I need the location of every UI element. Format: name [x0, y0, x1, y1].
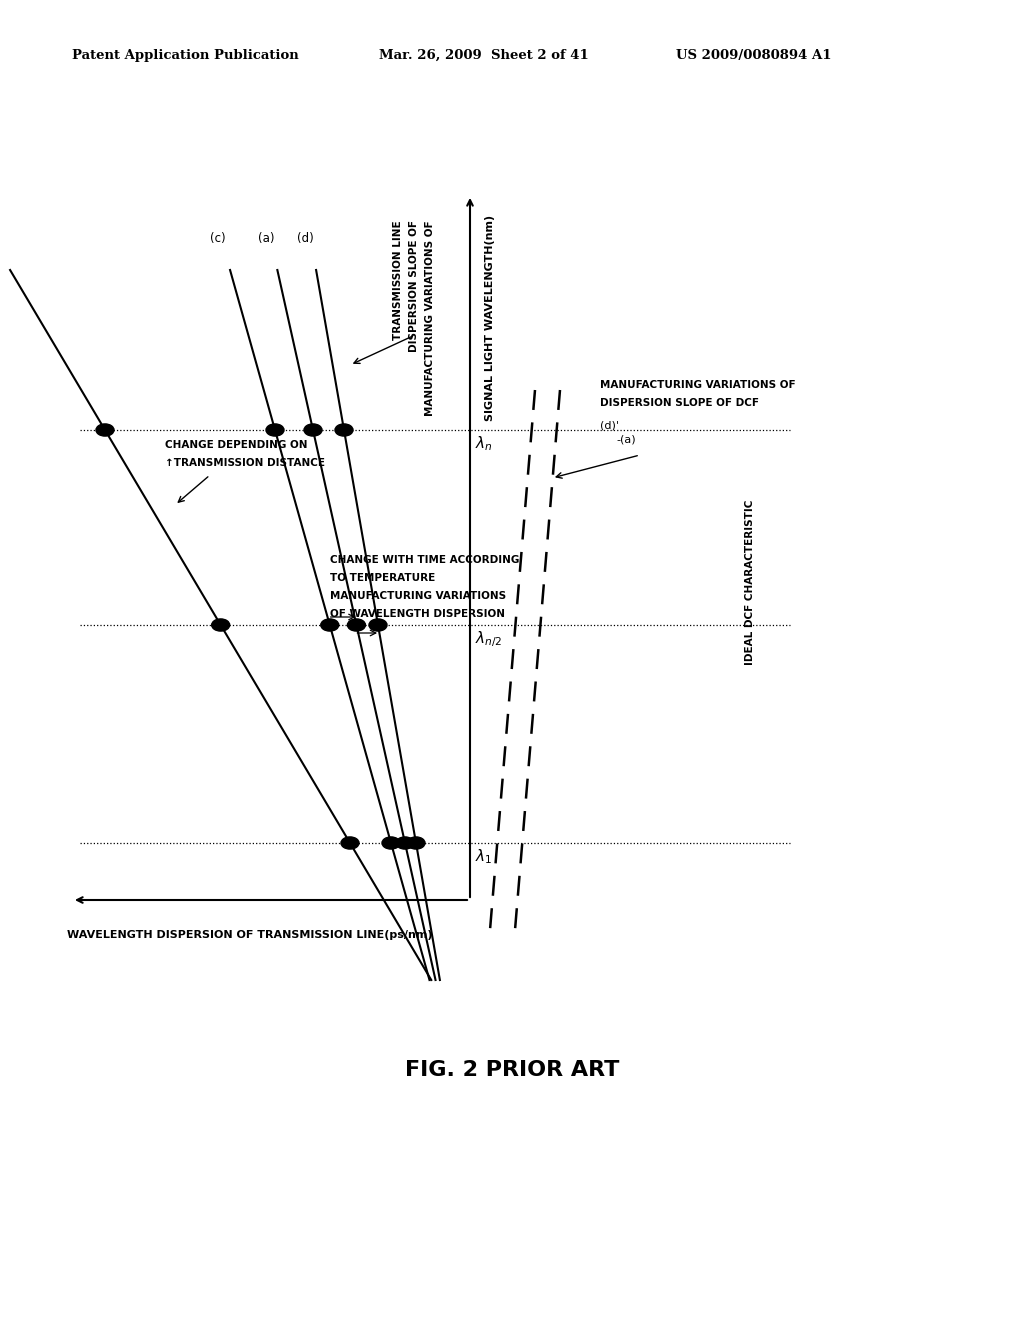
Ellipse shape: [341, 837, 359, 849]
Text: TRANSMISSION LINE: TRANSMISSION LINE: [393, 220, 403, 339]
Ellipse shape: [369, 619, 387, 631]
Text: TO TEMPERATURE: TO TEMPERATURE: [330, 573, 435, 583]
Text: (c): (c): [210, 232, 225, 246]
Text: -(a): -(a): [616, 436, 636, 445]
Text: CHANGE WITH TIME ACCORDING: CHANGE WITH TIME ACCORDING: [330, 554, 519, 565]
Text: (d): (d): [297, 232, 314, 246]
Text: Patent Application Publication: Patent Application Publication: [72, 49, 298, 62]
Text: $\lambda_n$: $\lambda_n$: [475, 434, 493, 453]
Ellipse shape: [212, 619, 229, 631]
Text: $\lambda_{n/2}$: $\lambda_{n/2}$: [475, 630, 503, 649]
Ellipse shape: [407, 837, 425, 849]
Text: FIG. 2 PRIOR ART: FIG. 2 PRIOR ART: [404, 1060, 620, 1080]
Text: OF WAVELENGTH DISPERSION: OF WAVELENGTH DISPERSION: [330, 609, 505, 619]
Text: MANUFACTURING VARIATIONS OF: MANUFACTURING VARIATIONS OF: [425, 220, 435, 416]
Text: SIGNAL LIGHT WAVELENGTH(nm): SIGNAL LIGHT WAVELENGTH(nm): [485, 215, 495, 421]
Ellipse shape: [396, 837, 414, 849]
Text: CHANGE DEPENDING ON: CHANGE DEPENDING ON: [165, 440, 307, 450]
Text: (a): (a): [258, 232, 274, 246]
Text: (d)': (d)': [600, 420, 618, 430]
Text: DISPERSION SLOPE OF DCF: DISPERSION SLOPE OF DCF: [600, 399, 759, 408]
Ellipse shape: [304, 424, 322, 436]
Text: US 2009/0080894 A1: US 2009/0080894 A1: [676, 49, 831, 62]
Ellipse shape: [347, 619, 366, 631]
Text: WAVELENGTH DISPERSION OF TRANSMISSION LINE(ps/nm): WAVELENGTH DISPERSION OF TRANSMISSION LI…: [68, 931, 433, 940]
Text: Mar. 26, 2009  Sheet 2 of 41: Mar. 26, 2009 Sheet 2 of 41: [379, 49, 589, 62]
Text: DISPERSION SLOPE OF: DISPERSION SLOPE OF: [409, 220, 419, 352]
Ellipse shape: [335, 424, 353, 436]
Text: MANUFACTURING VARIATIONS OF: MANUFACTURING VARIATIONS OF: [600, 380, 796, 389]
Text: $\lambda_1$: $\lambda_1$: [475, 847, 493, 866]
Ellipse shape: [382, 837, 400, 849]
Text: ↑TRANSMISSION DISTANCE: ↑TRANSMISSION DISTANCE: [165, 458, 325, 469]
Ellipse shape: [321, 619, 339, 631]
Text: MANUFACTURING VARIATIONS: MANUFACTURING VARIATIONS: [330, 591, 506, 601]
Ellipse shape: [266, 424, 284, 436]
Ellipse shape: [96, 424, 114, 436]
Text: IDEAL DCF CHARACTERISTIC: IDEAL DCF CHARACTERISTIC: [745, 500, 755, 665]
